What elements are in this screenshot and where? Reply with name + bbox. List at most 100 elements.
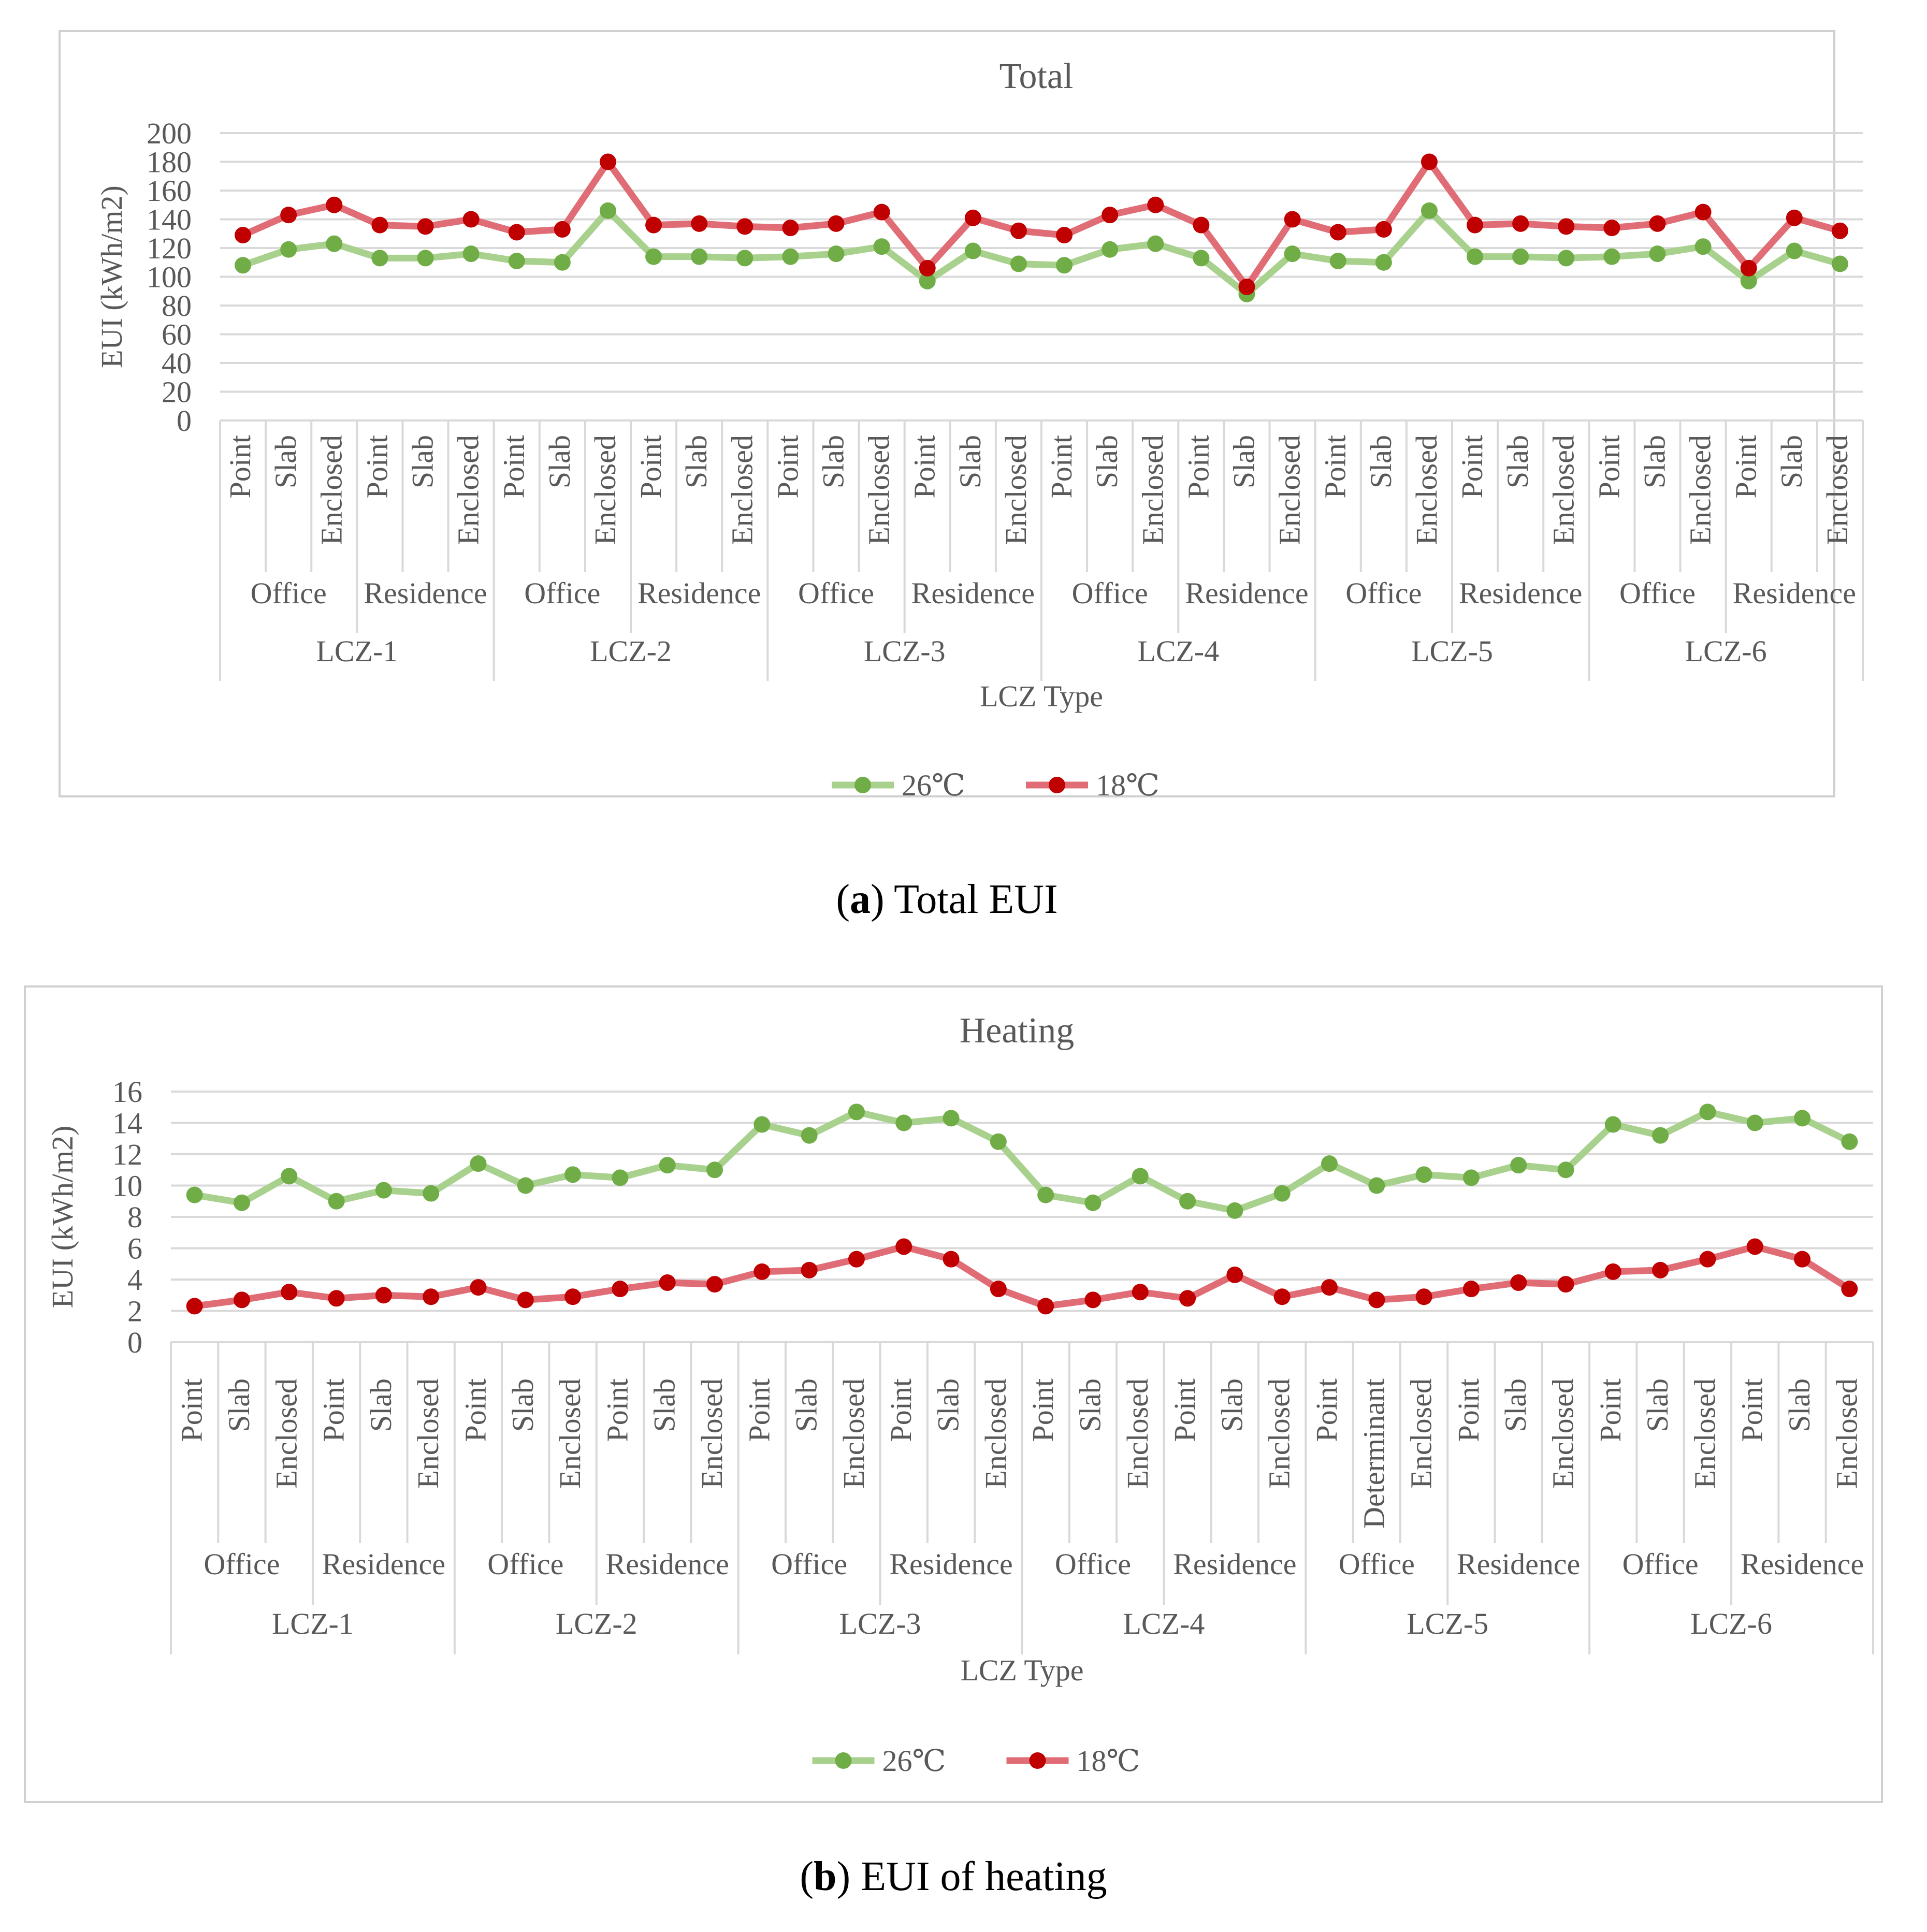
data-point xyxy=(1415,1288,1432,1305)
legend-label: 18℃ xyxy=(1096,768,1160,802)
data-point xyxy=(599,202,616,219)
x-subgroup-label: Residence xyxy=(1173,1547,1296,1581)
x-category-label: Slab xyxy=(1783,1378,1816,1432)
data-point xyxy=(1510,1157,1527,1174)
y-tick-label: 16 xyxy=(112,1075,142,1109)
x-category-label: Slab xyxy=(543,435,576,488)
data-point xyxy=(423,1288,440,1305)
x-subgroup-label: Residence xyxy=(637,576,761,610)
x-category-label: Slab xyxy=(648,1378,682,1432)
y-tick-label: 60 xyxy=(162,318,192,352)
data-point xyxy=(895,1238,912,1255)
x-subgroup-label: Office xyxy=(1622,1547,1699,1581)
y-tick-label: 6 xyxy=(127,1232,142,1266)
data-point xyxy=(1462,1281,1480,1298)
legend-swatch-marker xyxy=(835,1752,852,1769)
data-point xyxy=(612,1169,629,1186)
x-subgroup-label: Office xyxy=(487,1547,563,1581)
caption-open-paren: ( xyxy=(836,877,850,922)
data-point xyxy=(371,216,388,234)
data-point xyxy=(1273,1185,1291,1202)
x-category-label: Point xyxy=(600,1378,634,1442)
y-axis-label: EUI (kWh/m2) xyxy=(46,1126,79,1309)
x-category-label: Enclosed xyxy=(314,435,348,545)
x-category-label: Point xyxy=(1593,1378,1627,1442)
legend-label: 26℃ xyxy=(882,1744,946,1778)
data-point xyxy=(599,153,616,170)
data-point xyxy=(1510,1274,1527,1291)
x-category-label: Enclosed xyxy=(1404,1378,1438,1489)
data-point xyxy=(1699,1103,1716,1121)
x-subgroup-label: Residence xyxy=(911,576,1035,610)
data-point xyxy=(691,215,708,232)
data-point xyxy=(233,1291,250,1309)
data-point xyxy=(1831,255,1848,272)
data-point xyxy=(326,196,343,213)
data-point xyxy=(645,216,662,234)
x-subgroup-label: Residence xyxy=(364,576,487,610)
data-point xyxy=(1558,218,1575,235)
legend-label: 18℃ xyxy=(1077,1744,1140,1778)
data-point xyxy=(736,250,754,267)
data-point xyxy=(736,218,754,235)
data-point xyxy=(1102,241,1119,258)
data-point xyxy=(1284,211,1301,228)
x-category-label: Point xyxy=(1729,435,1763,499)
x-category-label: Slab xyxy=(506,1378,540,1432)
data-point xyxy=(186,1298,203,1315)
x-category-label: Point xyxy=(742,1378,776,1442)
data-point xyxy=(1794,1110,1811,1127)
data-point xyxy=(328,1193,345,1210)
data-point xyxy=(943,1251,960,1268)
x-subgroup-label: Residence xyxy=(1185,576,1308,610)
data-point xyxy=(1652,1127,1669,1144)
data-point xyxy=(1147,235,1164,252)
x-subgroup-label: Residence xyxy=(1457,1547,1580,1581)
x-category-label: Slab xyxy=(1638,435,1672,488)
x-category-label: Point xyxy=(1735,1378,1769,1442)
data-point xyxy=(1786,242,1803,259)
data-point xyxy=(919,259,936,277)
data-point xyxy=(1467,248,1484,265)
data-point xyxy=(1037,1186,1054,1203)
x-subgroup-label: Office xyxy=(1072,576,1148,610)
data-point xyxy=(1841,1133,1858,1150)
data-point xyxy=(706,1276,723,1293)
data-point xyxy=(1603,220,1620,237)
y-tick-label: 200 xyxy=(147,117,192,150)
x-category-label: Enclosed xyxy=(1546,435,1580,545)
x-group-label: LCZ-3 xyxy=(864,634,946,668)
x-category-label: Point xyxy=(634,435,668,499)
x-category-label: Point xyxy=(1310,1378,1343,1442)
data-point xyxy=(1132,1168,1149,1185)
x-category-label: Slab xyxy=(1364,435,1398,488)
data-point xyxy=(462,245,480,263)
data-point xyxy=(1132,1284,1149,1301)
data-point xyxy=(782,220,799,237)
data-point xyxy=(1421,153,1438,170)
data-point xyxy=(554,254,571,271)
data-point xyxy=(1467,216,1484,234)
data-point xyxy=(964,242,981,259)
data-point xyxy=(1557,1276,1574,1293)
data-point xyxy=(1368,1177,1385,1194)
data-point xyxy=(1368,1291,1385,1309)
data-point xyxy=(470,1279,487,1296)
data-point xyxy=(754,1263,771,1280)
data-point xyxy=(281,1284,298,1301)
data-point xyxy=(1329,224,1346,241)
y-tick-label: 14 xyxy=(112,1107,142,1140)
y-tick-label: 100 xyxy=(147,260,192,294)
x-subgroup-label: Office xyxy=(524,576,600,610)
data-point xyxy=(417,218,434,235)
x-category-label: Enclosed xyxy=(1121,1378,1154,1489)
x-category-label: Point xyxy=(908,435,941,499)
data-point xyxy=(326,235,343,252)
data-point xyxy=(990,1133,1007,1150)
data-point xyxy=(233,1194,250,1211)
x-category-label: Point xyxy=(175,1378,209,1442)
x-category-label: Slab xyxy=(817,435,850,488)
data-point xyxy=(281,1168,298,1185)
x-category-label: Slab xyxy=(790,1378,823,1432)
data-point xyxy=(470,1155,487,1172)
